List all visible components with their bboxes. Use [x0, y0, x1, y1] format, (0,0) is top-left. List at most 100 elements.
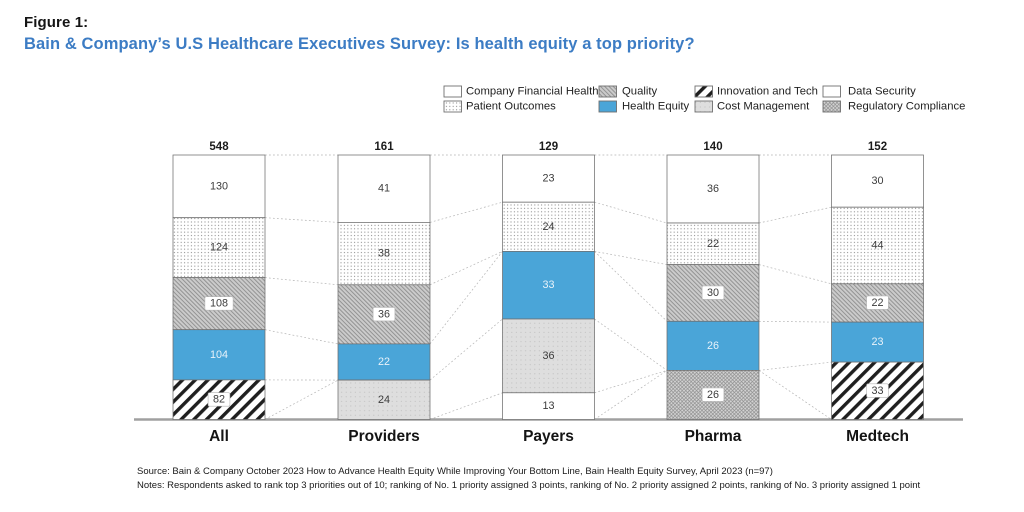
legend-swatch-innovation-and-tech	[694, 85, 713, 98]
connector-line	[429, 251, 503, 345]
connector-line	[758, 320, 832, 323]
bar-label-payers: Payers	[523, 428, 574, 445]
segment-value: 22	[871, 297, 883, 309]
legend-swatch-health-equity	[598, 100, 617, 113]
segment-value: 26	[707, 389, 719, 401]
segment-value-chip	[372, 307, 396, 322]
segment-value: 41	[378, 183, 390, 195]
segment-value: 24	[542, 221, 554, 233]
bar-total: 129	[539, 141, 558, 153]
segment-patient-outcomes-providers	[337, 222, 431, 286]
segment-value: 82	[213, 394, 225, 406]
segment-patient-outcomes-pharma	[666, 222, 760, 265]
legend-swatch-patient-outcomes	[443, 100, 462, 113]
segment-company-financial-health-medtech	[831, 154, 924, 208]
source-note: Source: Bain & Company October 2023 How …	[137, 466, 773, 477]
connector-line	[594, 370, 668, 420]
segment-value: 108	[210, 298, 228, 310]
bar-label-medtech: Medtech	[846, 428, 909, 445]
bar-total: 140	[703, 141, 722, 153]
segment-value: 22	[378, 356, 390, 368]
legend-swatch-cost-management	[694, 100, 713, 113]
legend-label-innovation-and-tech: Innovation and Tech	[717, 86, 818, 98]
legend-swatch-quality	[598, 85, 617, 98]
segment-value-chip	[204, 296, 234, 311]
segment-value-chip	[701, 387, 725, 402]
legend-swatch-data-security	[822, 85, 841, 98]
segment-value: 36	[707, 183, 719, 195]
connector-line	[594, 201, 668, 224]
bar-label-pharma: Pharma	[685, 428, 742, 445]
connector-line	[758, 370, 832, 420]
figure-title: Bain & Company’s U.S Healthcare Executiv…	[24, 35, 695, 53]
segment-value: 26	[707, 340, 719, 352]
segment-value: 104	[210, 349, 228, 361]
segment-value: 13	[542, 400, 554, 412]
segment-patient-outcomes-payers	[502, 201, 595, 252]
segment-value: 36	[378, 308, 390, 320]
segment-company-financial-health-providers	[337, 154, 431, 223]
legend-label-cost-management: Cost Management	[717, 101, 810, 113]
segment-value: 22	[707, 238, 719, 250]
connector-line	[264, 379, 339, 420]
methodology-note: Notes: Respondents asked to rank top 3 p…	[137, 480, 921, 491]
segment-quality-pharma	[666, 264, 760, 322]
legend-swatch-regulatory-compliance	[822, 100, 841, 113]
connector-line	[429, 318, 503, 381]
segment-health-equity-pharma	[666, 320, 760, 371]
segment-value: 30	[707, 287, 719, 299]
legend-label-data-security: Data Security	[848, 86, 916, 98]
segment-value: 30	[871, 175, 883, 187]
segment-health-equity-all	[172, 329, 266, 381]
segment-value: 24	[378, 394, 390, 406]
connector-line	[594, 370, 668, 394]
connector-line	[429, 251, 503, 286]
segment-patient-outcomes-medtech	[831, 206, 924, 285]
segment-cost-management-providers	[337, 379, 431, 420]
segment-value: 33	[871, 385, 883, 397]
legend-label-patient-outcomes: Patient Outcomes	[466, 101, 556, 113]
bar-label-all: All	[209, 428, 229, 445]
segment-value-chip	[207, 392, 231, 407]
segment-value: 44	[871, 239, 883, 251]
segment-value: 38	[378, 248, 390, 260]
segment-value: 124	[210, 242, 228, 254]
segment-value-chip	[866, 383, 889, 398]
segment-health-equity-payers	[502, 251, 595, 320]
connector-line	[429, 201, 503, 223]
connector-line	[429, 392, 503, 420]
segment-value-chip	[701, 285, 725, 300]
connector-line	[758, 206, 832, 224]
segment-patient-outcomes-all	[172, 217, 266, 278]
bar-total: 161	[374, 141, 394, 153]
figure-label: Figure 1:	[24, 14, 89, 31]
legend-label-regulatory-compliance: Regulatory Compliance	[848, 101, 965, 113]
bar-label-providers: Providers	[348, 428, 420, 445]
segment-value: 33	[542, 279, 554, 291]
segment-company-financial-health-payers	[502, 154, 595, 203]
connector-line	[594, 251, 668, 322]
connector-line	[758, 264, 832, 285]
legend-swatch-company-financial-health	[443, 85, 462, 98]
legend-label-quality: Quality	[622, 86, 658, 98]
connector-line	[594, 251, 668, 265]
bar-total: 548	[209, 141, 229, 153]
connector-line	[264, 329, 339, 345]
segment-health-equity-medtech	[831, 321, 924, 363]
segment-company-financial-health-pharma	[666, 154, 760, 224]
connector-line	[758, 361, 832, 371]
segment-value: 23	[542, 173, 554, 185]
bar-total: 152	[868, 141, 887, 153]
segment-cost-management-payers	[502, 318, 595, 394]
segment-value-chip	[866, 295, 889, 310]
connector-line	[264, 277, 339, 286]
connector-line	[594, 318, 668, 371]
segment-data-security-payers	[502, 392, 595, 420]
segment-value: 36	[542, 350, 554, 362]
connector-line	[264, 217, 339, 223]
legend-label-company-financial-health: Company Financial Health	[466, 86, 599, 98]
legend-label-health-equity: Health Equity	[622, 101, 690, 113]
segment-value: 23	[871, 336, 883, 348]
